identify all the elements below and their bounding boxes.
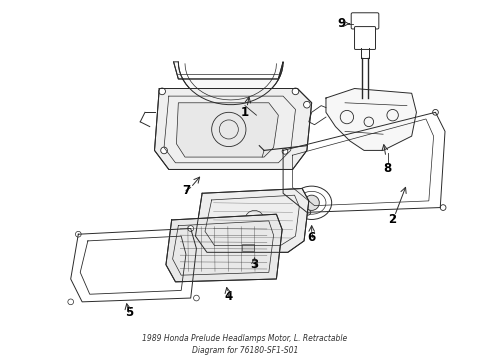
Text: 3: 3 <box>250 258 259 271</box>
FancyBboxPatch shape <box>351 13 379 29</box>
Text: 9: 9 <box>337 17 345 30</box>
Text: 4: 4 <box>225 290 233 303</box>
Text: 1989 Honda Prelude Headlamps Motor, L. Retractable
Diagram for 76180-SF1-S01: 1989 Honda Prelude Headlamps Motor, L. R… <box>143 334 347 355</box>
Polygon shape <box>166 214 282 282</box>
Bar <box>242 244 253 251</box>
Polygon shape <box>176 103 278 157</box>
Text: 8: 8 <box>384 162 392 175</box>
Circle shape <box>161 147 168 154</box>
Polygon shape <box>196 189 309 252</box>
Circle shape <box>305 210 311 215</box>
Polygon shape <box>326 89 416 150</box>
Polygon shape <box>154 89 312 170</box>
FancyBboxPatch shape <box>355 27 375 49</box>
Circle shape <box>68 299 74 305</box>
Circle shape <box>282 149 288 154</box>
Circle shape <box>440 205 446 210</box>
Text: 6: 6 <box>308 231 316 244</box>
Circle shape <box>159 88 166 95</box>
Polygon shape <box>173 62 283 105</box>
Text: 7: 7 <box>182 184 190 197</box>
Circle shape <box>292 88 299 95</box>
Text: 5: 5 <box>124 306 133 319</box>
Text: 2: 2 <box>389 213 397 226</box>
Circle shape <box>75 231 81 237</box>
Text: 1: 1 <box>241 106 249 119</box>
Circle shape <box>188 226 194 231</box>
Circle shape <box>304 102 310 108</box>
Circle shape <box>304 195 319 210</box>
Circle shape <box>433 109 439 115</box>
Circle shape <box>194 295 199 301</box>
